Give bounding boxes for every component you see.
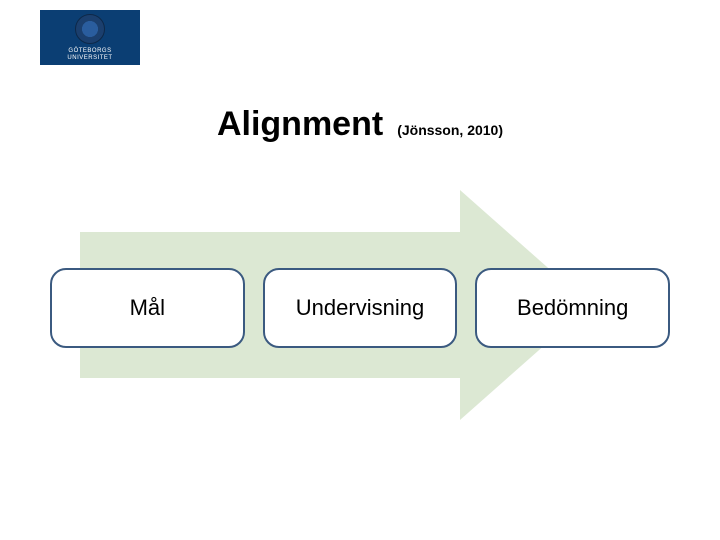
box-label: Mål (130, 295, 165, 321)
slide-title: Alignment (217, 105, 383, 144)
box-label: Bedömning (517, 295, 628, 321)
logo-line2: UNIVERSITET (67, 55, 112, 61)
university-logo: GÖTEBORGS UNIVERSITET (40, 10, 140, 65)
logo-text: GÖTEBORGS UNIVERSITET (67, 48, 112, 61)
box-label: Undervisning (296, 295, 424, 321)
logo-line1: GÖTEBORGS (68, 48, 111, 54)
box-mal: Mål (50, 268, 245, 348)
slide: GÖTEBORGS UNIVERSITET Alignment (Jönsson… (0, 0, 720, 540)
alignment-boxes: Mål Undervisning Bedömning (50, 268, 670, 348)
seal-icon (75, 14, 105, 44)
box-bedomning: Bedömning (475, 268, 670, 348)
slide-citation: (Jönsson, 2010) (397, 122, 503, 138)
box-undervisning: Undervisning (263, 268, 458, 348)
title-row: Alignment (Jönsson, 2010) (0, 105, 720, 144)
